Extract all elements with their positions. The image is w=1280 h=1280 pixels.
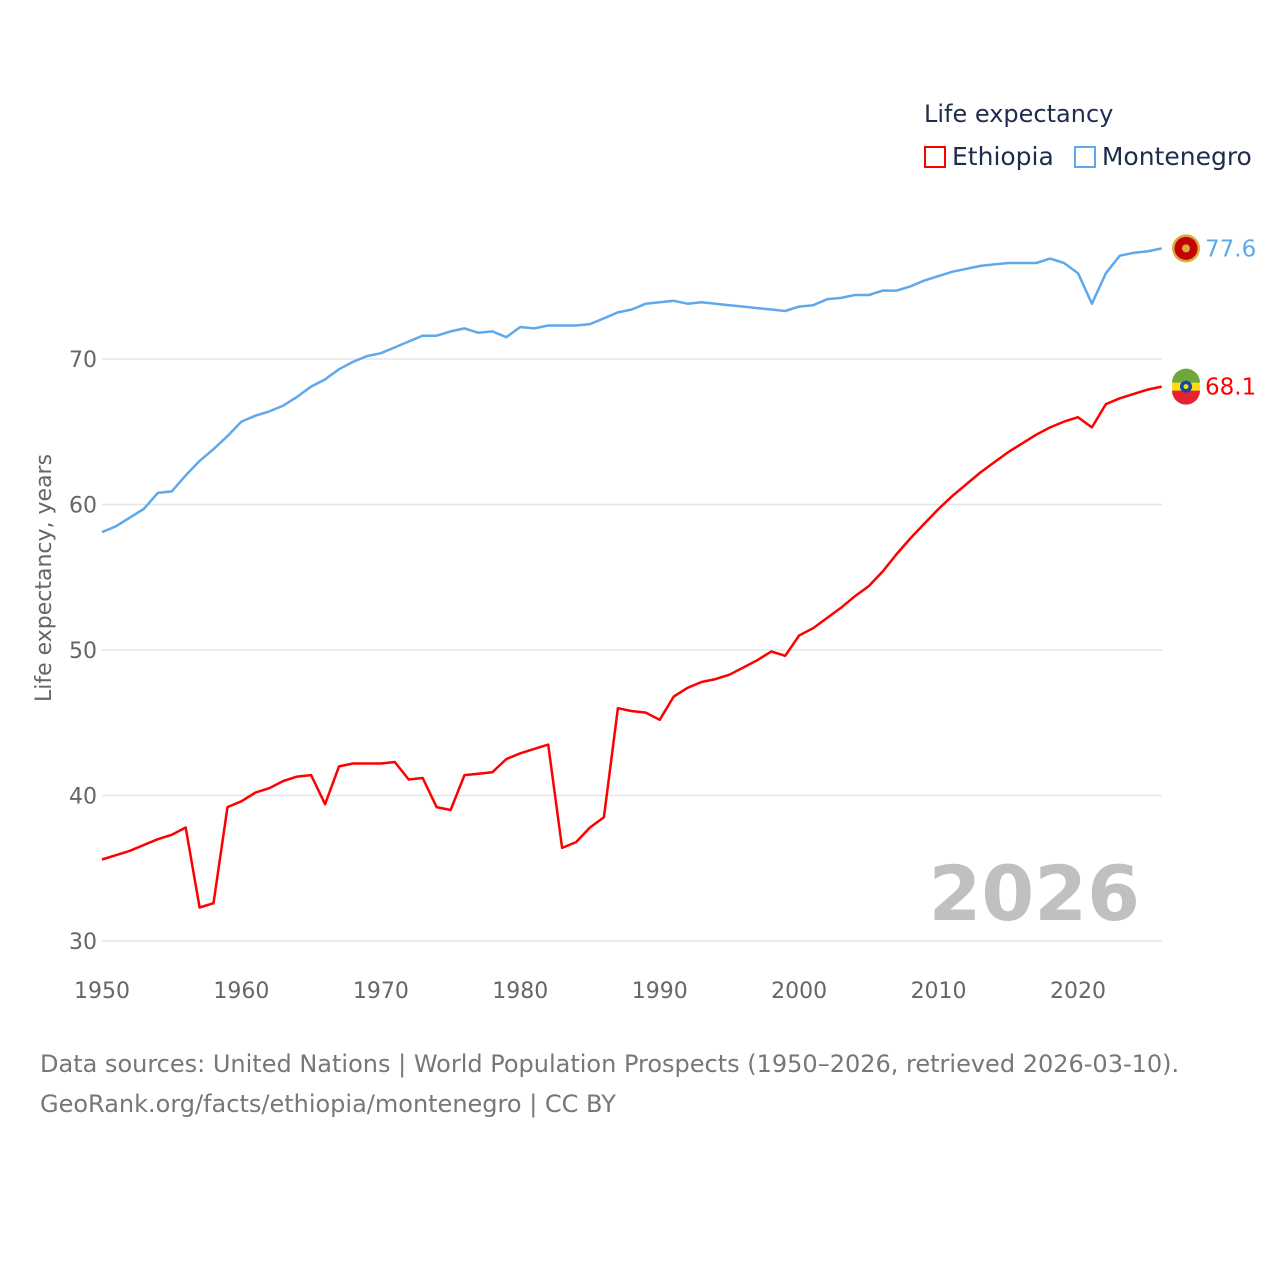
y-tick-label: 70 [69,348,97,373]
flag-star [1183,384,1189,390]
series-line-montenegro [101,247,1162,534]
series-line-ethiopia [101,385,1162,909]
x-tick-label: 1990 [632,979,688,1004]
y-axis-label: Life expectancy, years [32,454,57,702]
year-label: 2026 [928,849,1140,938]
flag-green-band [1172,368,1200,383]
end-value-label: 77.6 [1205,236,1256,262]
flag-emblem [1182,244,1190,253]
legend-item-montenegro[interactable]: Montenegro [1073,142,1252,171]
x-tick-label: 2010 [911,979,967,1004]
legend-title: Life expectancy [924,100,1114,128]
attribution-text: GeoRank.org/facts/ethiopia/montenegro | … [40,1090,616,1118]
y-tick-label: 30 [69,930,97,955]
flag-red-band [1172,390,1200,405]
legend-label: Ethiopia [952,142,1054,171]
y-tick-label: 40 [69,785,97,810]
x-tick-label: 2000 [771,979,827,1004]
legend-swatch [1073,145,1096,168]
legend-swatch [924,145,946,168]
end-value-label: 68.1 [1205,375,1256,401]
legend: Ethiopia Montenegro [924,142,1252,171]
footer: Data sources: United Nations | World Pop… [40,1044,1179,1124]
legend-item-ethiopia[interactable]: Ethiopia [924,142,1054,171]
x-tick-label: 1970 [353,979,409,1004]
y-tick-label: 60 [69,494,97,519]
x-tick-label: 2020 [1050,979,1106,1004]
x-tick-label: 1950 [74,979,130,1004]
x-tick-label: 1960 [213,979,269,1004]
x-tick-label: 1980 [492,979,548,1004]
source-text: Data sources: United Nations | World Pop… [40,1050,1180,1078]
y-tick-label: 50 [69,639,97,664]
legend-label: Montenegro [1101,142,1252,171]
